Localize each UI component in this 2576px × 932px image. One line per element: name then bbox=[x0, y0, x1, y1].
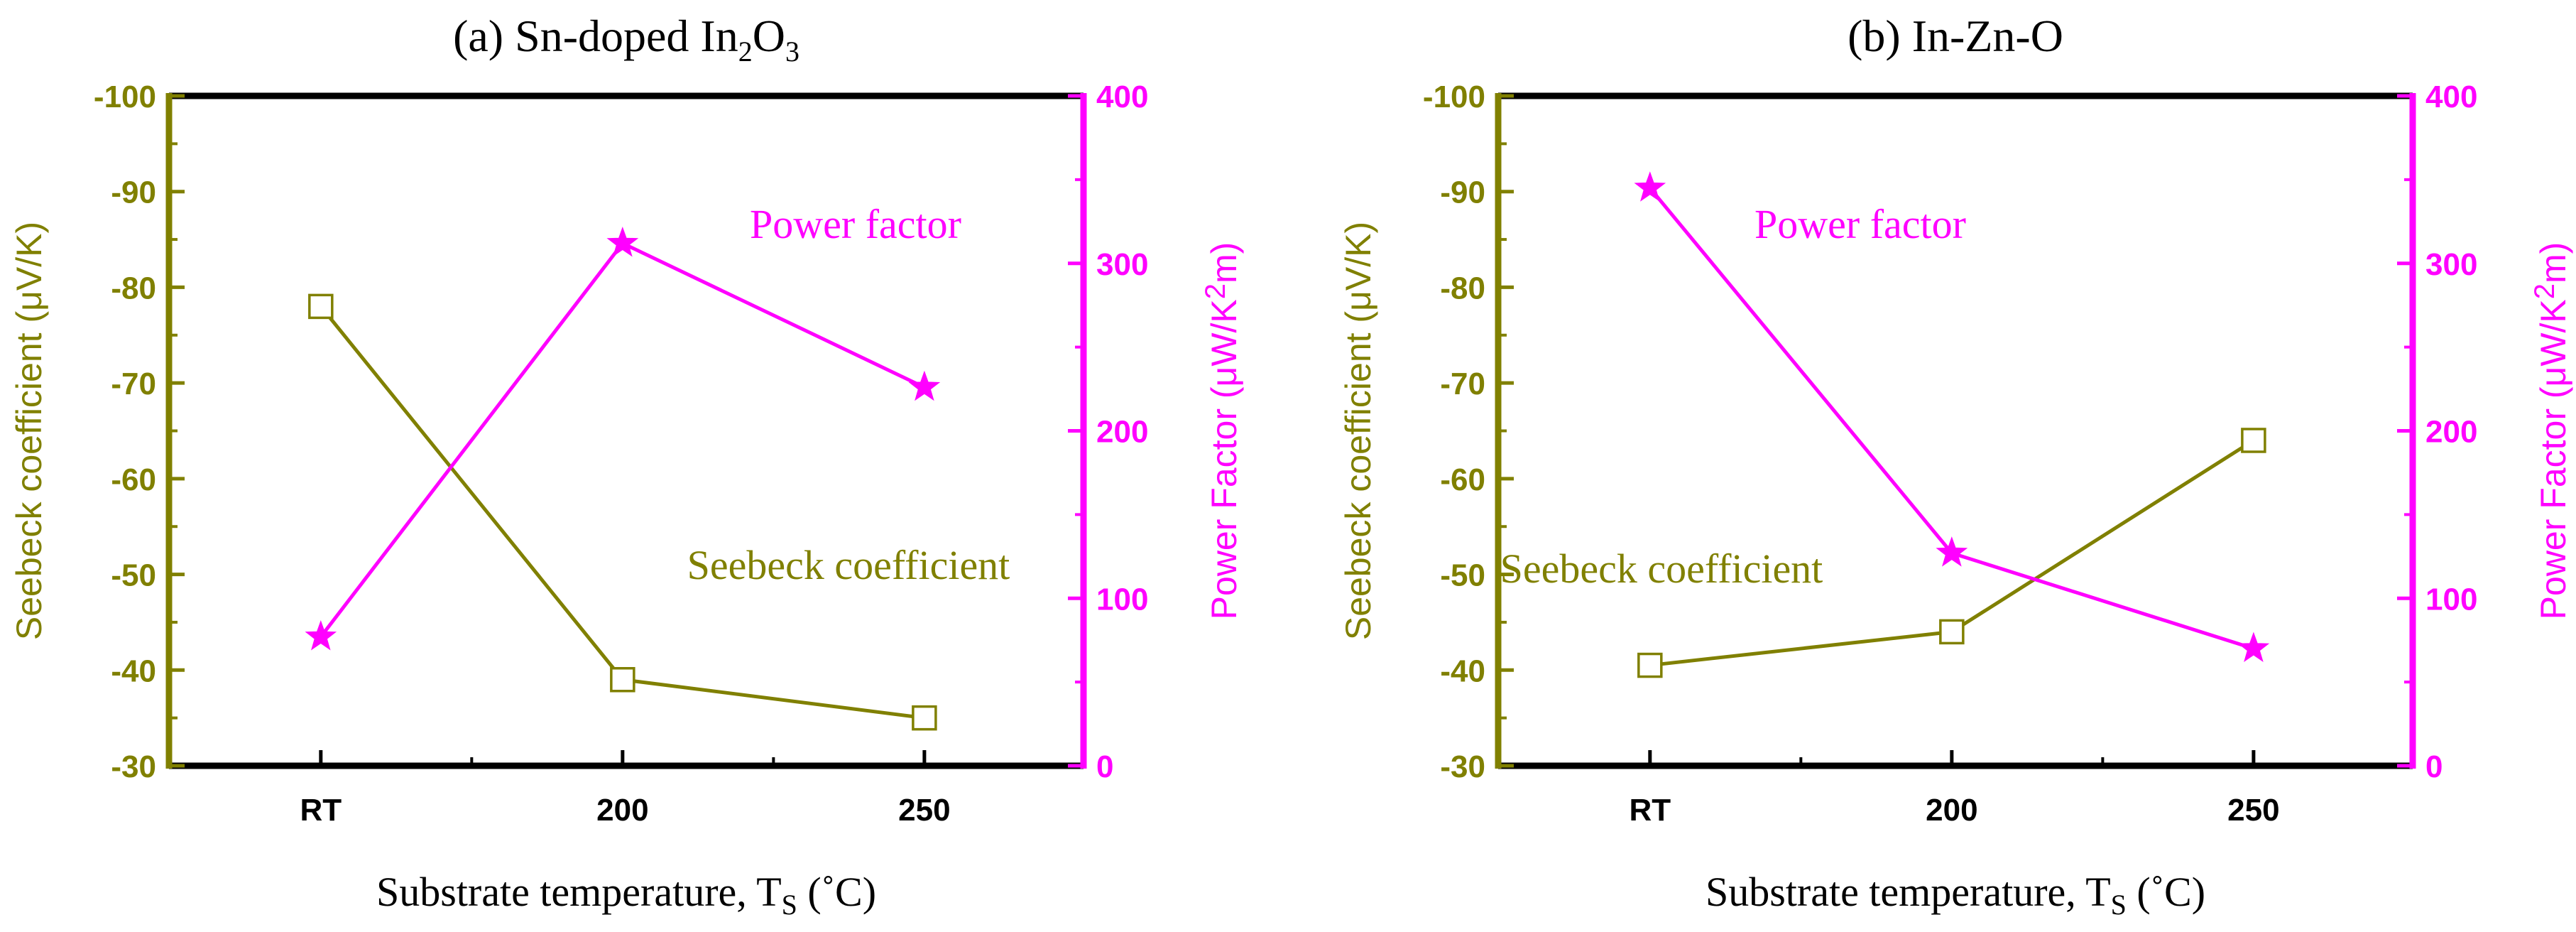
right-y-axis-label-superscript: 2 bbox=[2529, 283, 2560, 299]
power-factor-point bbox=[1936, 536, 1968, 567]
seebeck-point bbox=[2241, 428, 2266, 453]
right-y-tick-label: 400 bbox=[1096, 80, 1148, 114]
seebeck-point bbox=[912, 705, 937, 731]
power-factor-point bbox=[1634, 171, 1666, 202]
right-y-tick-label: 400 bbox=[2425, 80, 2477, 114]
chart-title-subscript: 3 bbox=[785, 36, 799, 67]
left-y-tick-label: -90 bbox=[111, 175, 156, 210]
left-y-tick-label: -70 bbox=[1440, 367, 1485, 401]
right-y-tick-label: 300 bbox=[1096, 247, 1148, 282]
left-y-tick-label: -80 bbox=[1440, 271, 1485, 305]
right-y-axis-label: Power Factor (μW/K2m) bbox=[2529, 242, 2573, 620]
x-tick-label: 250 bbox=[2227, 793, 2279, 828]
chart-title-text: (a) Sn-doped In bbox=[453, 11, 738, 61]
left-y-tick-label: -30 bbox=[1440, 749, 1485, 784]
left-y-tick-label: -40 bbox=[111, 654, 156, 688]
left-y-tick-label: -80 bbox=[111, 271, 156, 305]
power-factor-annotation: Power factor bbox=[1754, 201, 1966, 247]
x-tick-label: 200 bbox=[596, 793, 648, 828]
left-y-tick-label: -70 bbox=[111, 367, 156, 401]
left-y-tick-label: -30 bbox=[111, 749, 156, 784]
right-y-tick-label: 200 bbox=[1096, 415, 1148, 450]
left-y-tick-label: -100 bbox=[94, 80, 156, 114]
left-y-tick-label: -40 bbox=[1440, 654, 1485, 688]
x-axis-label-text: Substrate temperature, T bbox=[376, 869, 782, 915]
x-axis-label: Substrate temperature, TS (˚C) bbox=[376, 869, 876, 921]
right-y-axis-label-text: Power Factor (μW/K bbox=[1204, 299, 1244, 619]
left-y-tick-label: -60 bbox=[1440, 462, 1485, 497]
chart-title-subscript: 2 bbox=[738, 36, 753, 67]
right-y-tick-label: 100 bbox=[2425, 582, 2477, 617]
power-factor-point bbox=[2237, 632, 2270, 663]
chart-panel-a: (a) Sn-doped In2O3-100-90-80-70-60-50-40… bbox=[9, 11, 1244, 921]
power-factor-point bbox=[305, 620, 337, 651]
x-axis-label-text: Substrate temperature, T bbox=[1705, 869, 2111, 915]
left-y-tick-label: -60 bbox=[111, 462, 156, 497]
right-y-tick-label: 200 bbox=[2425, 415, 2477, 450]
power-factor-point bbox=[606, 227, 639, 257]
x-axis-label-subscript: S bbox=[782, 889, 797, 921]
right-y-axis-label-text: m) bbox=[2533, 242, 2573, 283]
x-tick-label: RT bbox=[300, 793, 342, 828]
x-axis-label-subscript: S bbox=[2111, 889, 2127, 921]
left-y-axis-label: Seebeck coefficient (μV/K) bbox=[1338, 222, 1378, 640]
left-y-axis-label: Seebeck coefficient (μV/K) bbox=[9, 222, 49, 640]
seebeck-point bbox=[1939, 619, 1965, 645]
chart-title-text: (b) In-Zn-O bbox=[1848, 11, 2063, 61]
right-y-axis-label-superscript: 2 bbox=[1200, 283, 1231, 299]
chart-title: (b) In-Zn-O bbox=[1848, 11, 2063, 61]
right-y-tick-label: 100 bbox=[1096, 582, 1148, 617]
right-y-axis-label-text: m) bbox=[1204, 242, 1244, 283]
seebeck-point bbox=[1637, 652, 1663, 678]
seebeck-point bbox=[610, 667, 635, 693]
left-y-tick-label: -90 bbox=[1440, 175, 1485, 210]
left-y-tick-label: -50 bbox=[1440, 558, 1485, 593]
seebeck-line bbox=[319, 305, 925, 720]
x-axis-label-text: (˚C) bbox=[797, 869, 876, 915]
chart-panel-b: (b) In-Zn-O -100 -90 -80 -70 -60 -50 -40 -30 400 3… bbox=[1338, 11, 2573, 921]
chart-title: (a) Sn-doped In2O3 bbox=[453, 11, 799, 67]
power-factor-annotation: Power factor bbox=[750, 201, 961, 247]
power-factor-point bbox=[908, 370, 941, 401]
right-y-axis-label-text: Power Factor (μW/K bbox=[2533, 299, 2573, 619]
x-axis-label: Substrate temperature, TS (˚C) bbox=[1705, 869, 2205, 921]
right-y-axis-label: Power Factor (μW/K2m) bbox=[1200, 242, 1244, 620]
left-y-tick-label: -100 bbox=[1423, 80, 1485, 114]
right-y-tick-label: 300 bbox=[2425, 247, 2477, 282]
chart-title-text: O bbox=[753, 11, 785, 61]
left-y-tick-label: -50 bbox=[111, 558, 156, 593]
right-y-tick-label: 0 bbox=[1096, 749, 1113, 784]
seebeck-point bbox=[308, 293, 334, 320]
seebeck-annotation: Seebeck coefficient bbox=[1500, 546, 1823, 592]
x-tick-label: RT bbox=[1629, 793, 1671, 828]
seebeck-annotation: Seebeck coefficient bbox=[687, 542, 1010, 588]
x-tick-label: 250 bbox=[898, 793, 950, 828]
x-axis-label-text: (˚C) bbox=[2127, 869, 2205, 915]
right-y-tick-label: 0 bbox=[2425, 749, 2443, 784]
x-tick-label: 200 bbox=[1926, 793, 1977, 828]
